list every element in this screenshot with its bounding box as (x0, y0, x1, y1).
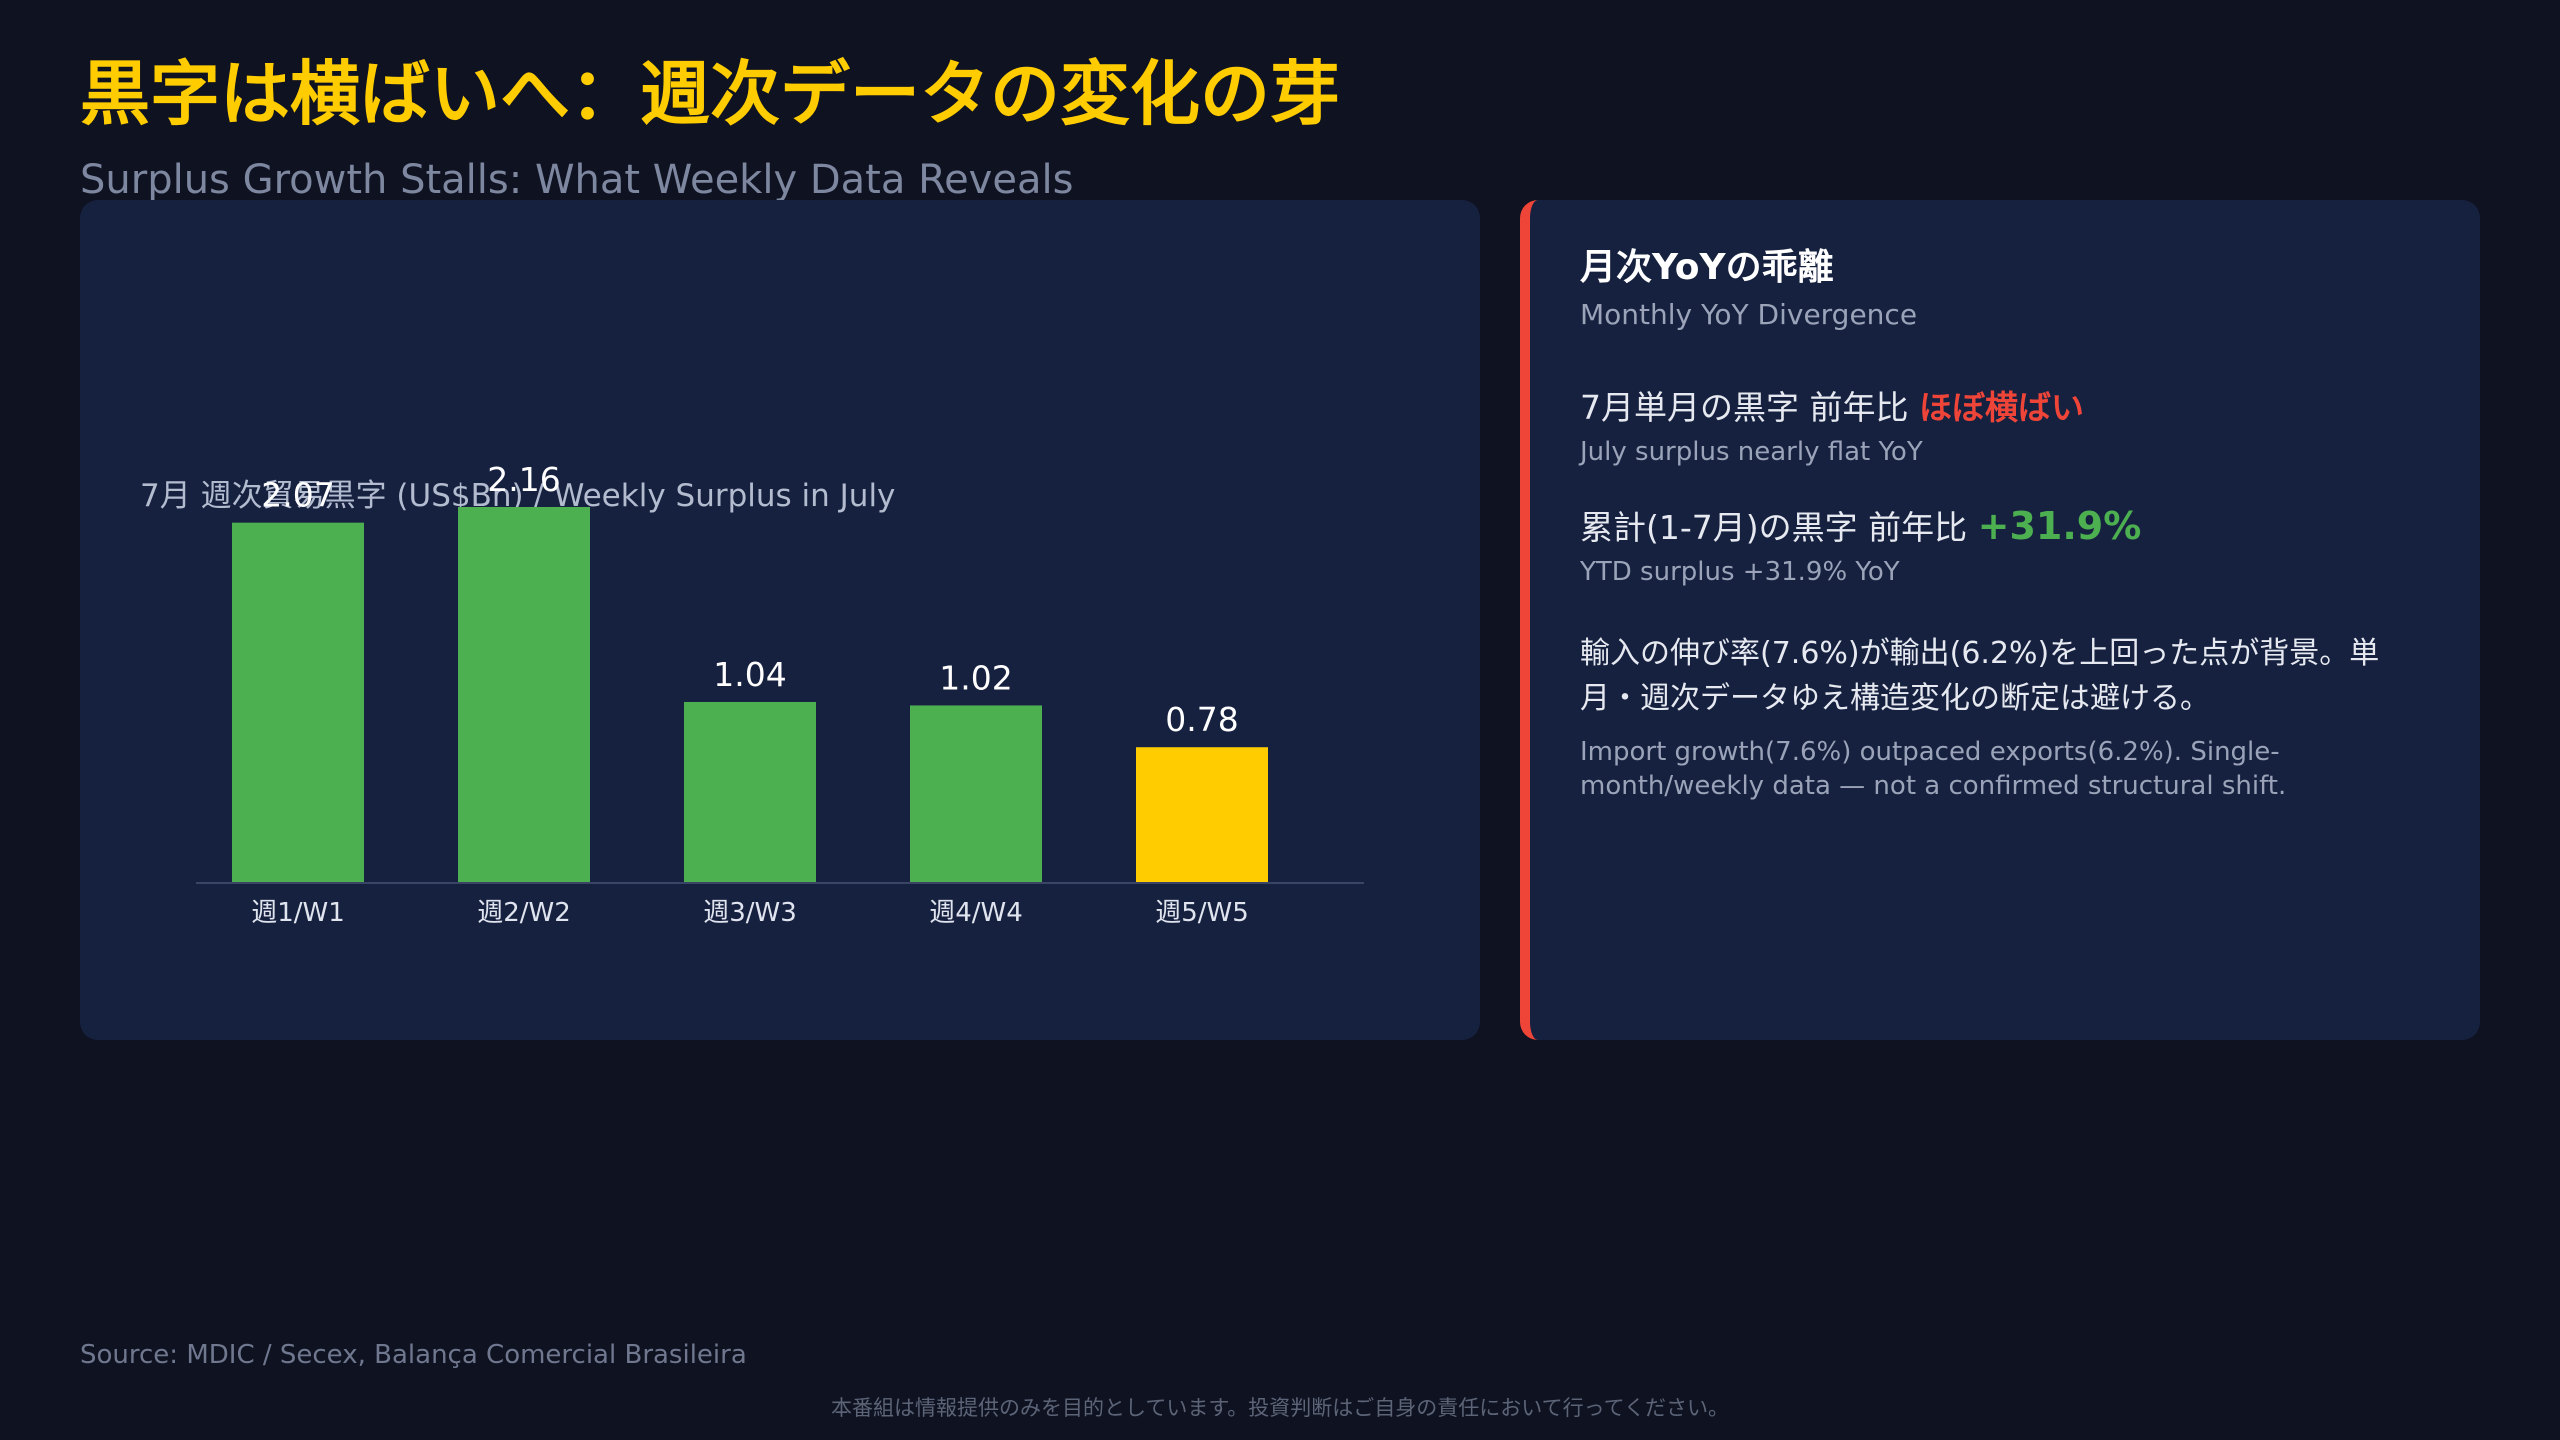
page-subtitle: Surplus Growth Stalls: What Weekly Data … (80, 157, 1074, 203)
category-label-w4: 週4/W4 (929, 898, 1023, 928)
metric-monthly-sub: July surplus nearly flat YoY (1580, 437, 1923, 467)
bar-chart: 2.07 週1/W1 2.16 週2/W2 1.04 週3/W3 1.02 週4/W4 0.78… (196, 460, 1364, 928)
bar-w2 (458, 507, 590, 883)
bar-w5 (1136, 747, 1268, 883)
bar-w3 (684, 701, 816, 883)
metric-ytd-yoy: 累計(1-7月)の黒字 前年比 +31.9% YTD surplus +31.9… (1580, 501, 2430, 587)
value-label-w4: 1.02 (939, 658, 1012, 697)
bars-layer (232, 507, 1268, 883)
metric-monthly-value: ほぼ横ばい (1919, 388, 2084, 427)
value-label-w2: 2.16 (487, 460, 560, 499)
metric-ytd-line: 累計(1-7月)の黒字 前年比 +31.9% (1580, 501, 2430, 549)
metric-ytd-label: 累計(1-7月)の黒字 前年比 (1580, 508, 1968, 547)
info-subheading: Monthly YoY Divergence (1580, 298, 1918, 331)
value-label-w1: 2.07 (261, 476, 334, 515)
value-label-w3: 1.04 (713, 655, 786, 694)
bar-w4 (910, 705, 1042, 883)
category-label-w5: 週5/W5 (1155, 898, 1249, 928)
info-panel: 月次YoYの乖離 Monthly YoY Divergence 7月単月の黒字 … (1520, 200, 2480, 1040)
category-label-w3: 週3/W3 (703, 898, 797, 928)
disclaimer: 本番組は情報提供のみを目的としています。投資判断はご自身の責任において行ってくだ… (831, 1396, 1729, 1420)
metric-monthly-label: 7月単月の黒字 前年比 (1580, 388, 1909, 427)
bar-w1 (232, 522, 364, 883)
metric-monthly-line: 7月単月の黒字 前年比 ほぼ横ばい (1580, 381, 2430, 429)
info-heading: 月次YoYの乖離 (1580, 247, 1834, 288)
value-label-w5: 0.78 (1165, 700, 1238, 739)
note-japanese: 輸入の伸び率(7.6%)が輸出(6.2%)を上回った点が背景。単月・週次データゆ… (1580, 636, 2380, 716)
note-english: Import growth(7.6%) outpaced exports(6.2… (1580, 737, 2287, 802)
category-label-w2: 週2/W2 (477, 898, 571, 928)
chart-panel: 7月 週次貿易黒字 (US$Bn) / Weekly Surplus in Ju… (80, 200, 1480, 1040)
labels-layer: 2.07 週1/W1 2.16 週2/W2 1.04 週3/W3 1.02 週4/W4 0.78… (251, 460, 1249, 928)
page-title: 黒字は横ばいへ：週次データの変化の芽 (80, 53, 1340, 135)
source-note: Source: MDIC / Secex, Balança Comercial … (80, 1340, 747, 1370)
category-label-w1: 週1/W1 (251, 898, 345, 928)
metric-ytd-value: +31.9% (1977, 504, 2142, 548)
metric-monthly-yoy: 7月単月の黒字 前年比 ほぼ横ばい July surplus nearly fl… (1580, 381, 2430, 467)
metric-ytd-sub: YTD surplus +31.9% YoY (1580, 557, 1900, 587)
